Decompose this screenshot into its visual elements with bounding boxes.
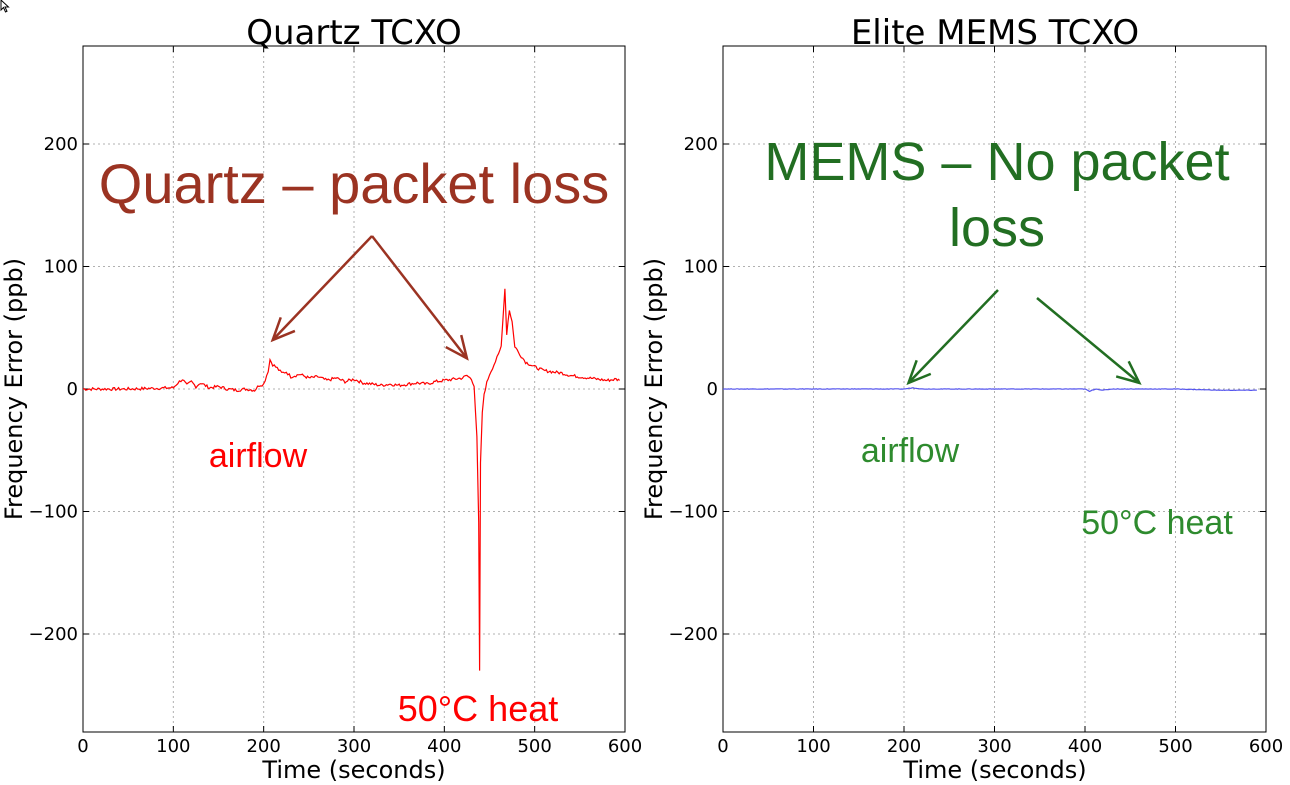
quartz-callout-text: Quartz – packet loss: [99, 152, 609, 215]
quartz-callout-arrowhead: [445, 334, 469, 361]
mems-callout-line2: loss: [949, 198, 1045, 258]
mems-series-line: [722, 387, 1257, 393]
mems-y-tick-label: 200: [684, 134, 718, 155]
mems-callout-arrow: [907, 289, 999, 384]
quartz-x-tick-label: 100: [156, 736, 190, 757]
quartz-x-tick-label: 200: [246, 736, 280, 757]
quartz-x-tick-label: 0: [77, 736, 88, 757]
quartz-y-tick-label: 100: [44, 257, 78, 278]
mems-y-tick-label: 100: [684, 257, 718, 278]
mems-callout-arrowhead: [1115, 360, 1142, 385]
quartz-y-tick-label: −200: [29, 624, 78, 645]
quartz-ticks: 0 100 200 300 400 500 600 −200 −100 0 100 200: [29, 46, 642, 757]
mems-y-axis-label: Frequency Error (ppb): [640, 258, 668, 520]
quartz-x-tick-label: 500: [517, 736, 551, 757]
mems-x-tick-label: 500: [1158, 736, 1192, 757]
quartz-series: [82, 288, 621, 671]
mems-callout-arrowhead: [906, 359, 932, 386]
quartz-series-line: [82, 288, 621, 671]
mems-x-tick-label: 400: [1068, 736, 1102, 757]
mems-y-tick-label: 0: [707, 379, 718, 400]
quartz-chart: 0 100 200 300 400 500 600 −200 −100 0 100 200 Quart…: [0, 13, 642, 784]
mems-ticks: 0 100 200 300 400 500 600 −200 −100 0 100 200: [669, 46, 1283, 757]
mems-y-tick-label: −100: [669, 502, 718, 523]
mems-x-tick-label: 200: [887, 736, 921, 757]
mems-x-tick-label: 100: [796, 736, 830, 757]
quartz-y-tick-label: −100: [29, 502, 78, 523]
quartz-callout-arrow: [371, 235, 468, 360]
quartz-heat-label: 50°C heat: [398, 688, 559, 729]
mems-callout-arrows: [906, 289, 1142, 386]
quartz-y-tick-label: 200: [44, 134, 78, 155]
mems-heat-label: 50°C heat: [1081, 504, 1233, 542]
mems-airflow-label: airflow: [861, 432, 960, 470]
mems-x-tick-label: 300: [977, 736, 1011, 757]
mouse-cursor-icon: [0, 0, 10, 13]
mems-callout-arrow: [1036, 297, 1141, 384]
mems-x-tick-label: 0: [717, 736, 728, 757]
quartz-x-axis-label: Time (seconds): [261, 756, 445, 784]
quartz-x-tick-label: 400: [427, 736, 461, 757]
quartz-callout-arrowhead: [270, 316, 296, 343]
mems-callout-line1: MEMS – No packet: [764, 132, 1229, 192]
quartz-airflow-label: airflow: [209, 437, 308, 475]
mems-x-tick-label: 600: [1249, 736, 1283, 757]
quartz-chart-title: Quartz TCXO: [246, 13, 462, 53]
mems-chart-title: Elite MEMS TCXO: [851, 13, 1139, 53]
mems-chart: 0 100 200 300 400 500 600 −200 −100 0 100 200 Elite…: [640, 13, 1283, 784]
quartz-y-axis-label: Frequency Error (ppb): [0, 258, 28, 520]
quartz-callout-arrows: [270, 235, 469, 361]
quartz-y-tick-label: 0: [67, 379, 78, 400]
quartz-grid: [83, 46, 625, 732]
mems-x-axis-label: Time (seconds): [902, 756, 1086, 784]
quartz-x-tick-label: 300: [337, 736, 371, 757]
mems-y-tick-label: −200: [669, 624, 718, 645]
quartz-callout-arrow: [271, 235, 373, 341]
mems-series: [722, 387, 1257, 393]
quartz-x-tick-label: 600: [608, 736, 642, 757]
